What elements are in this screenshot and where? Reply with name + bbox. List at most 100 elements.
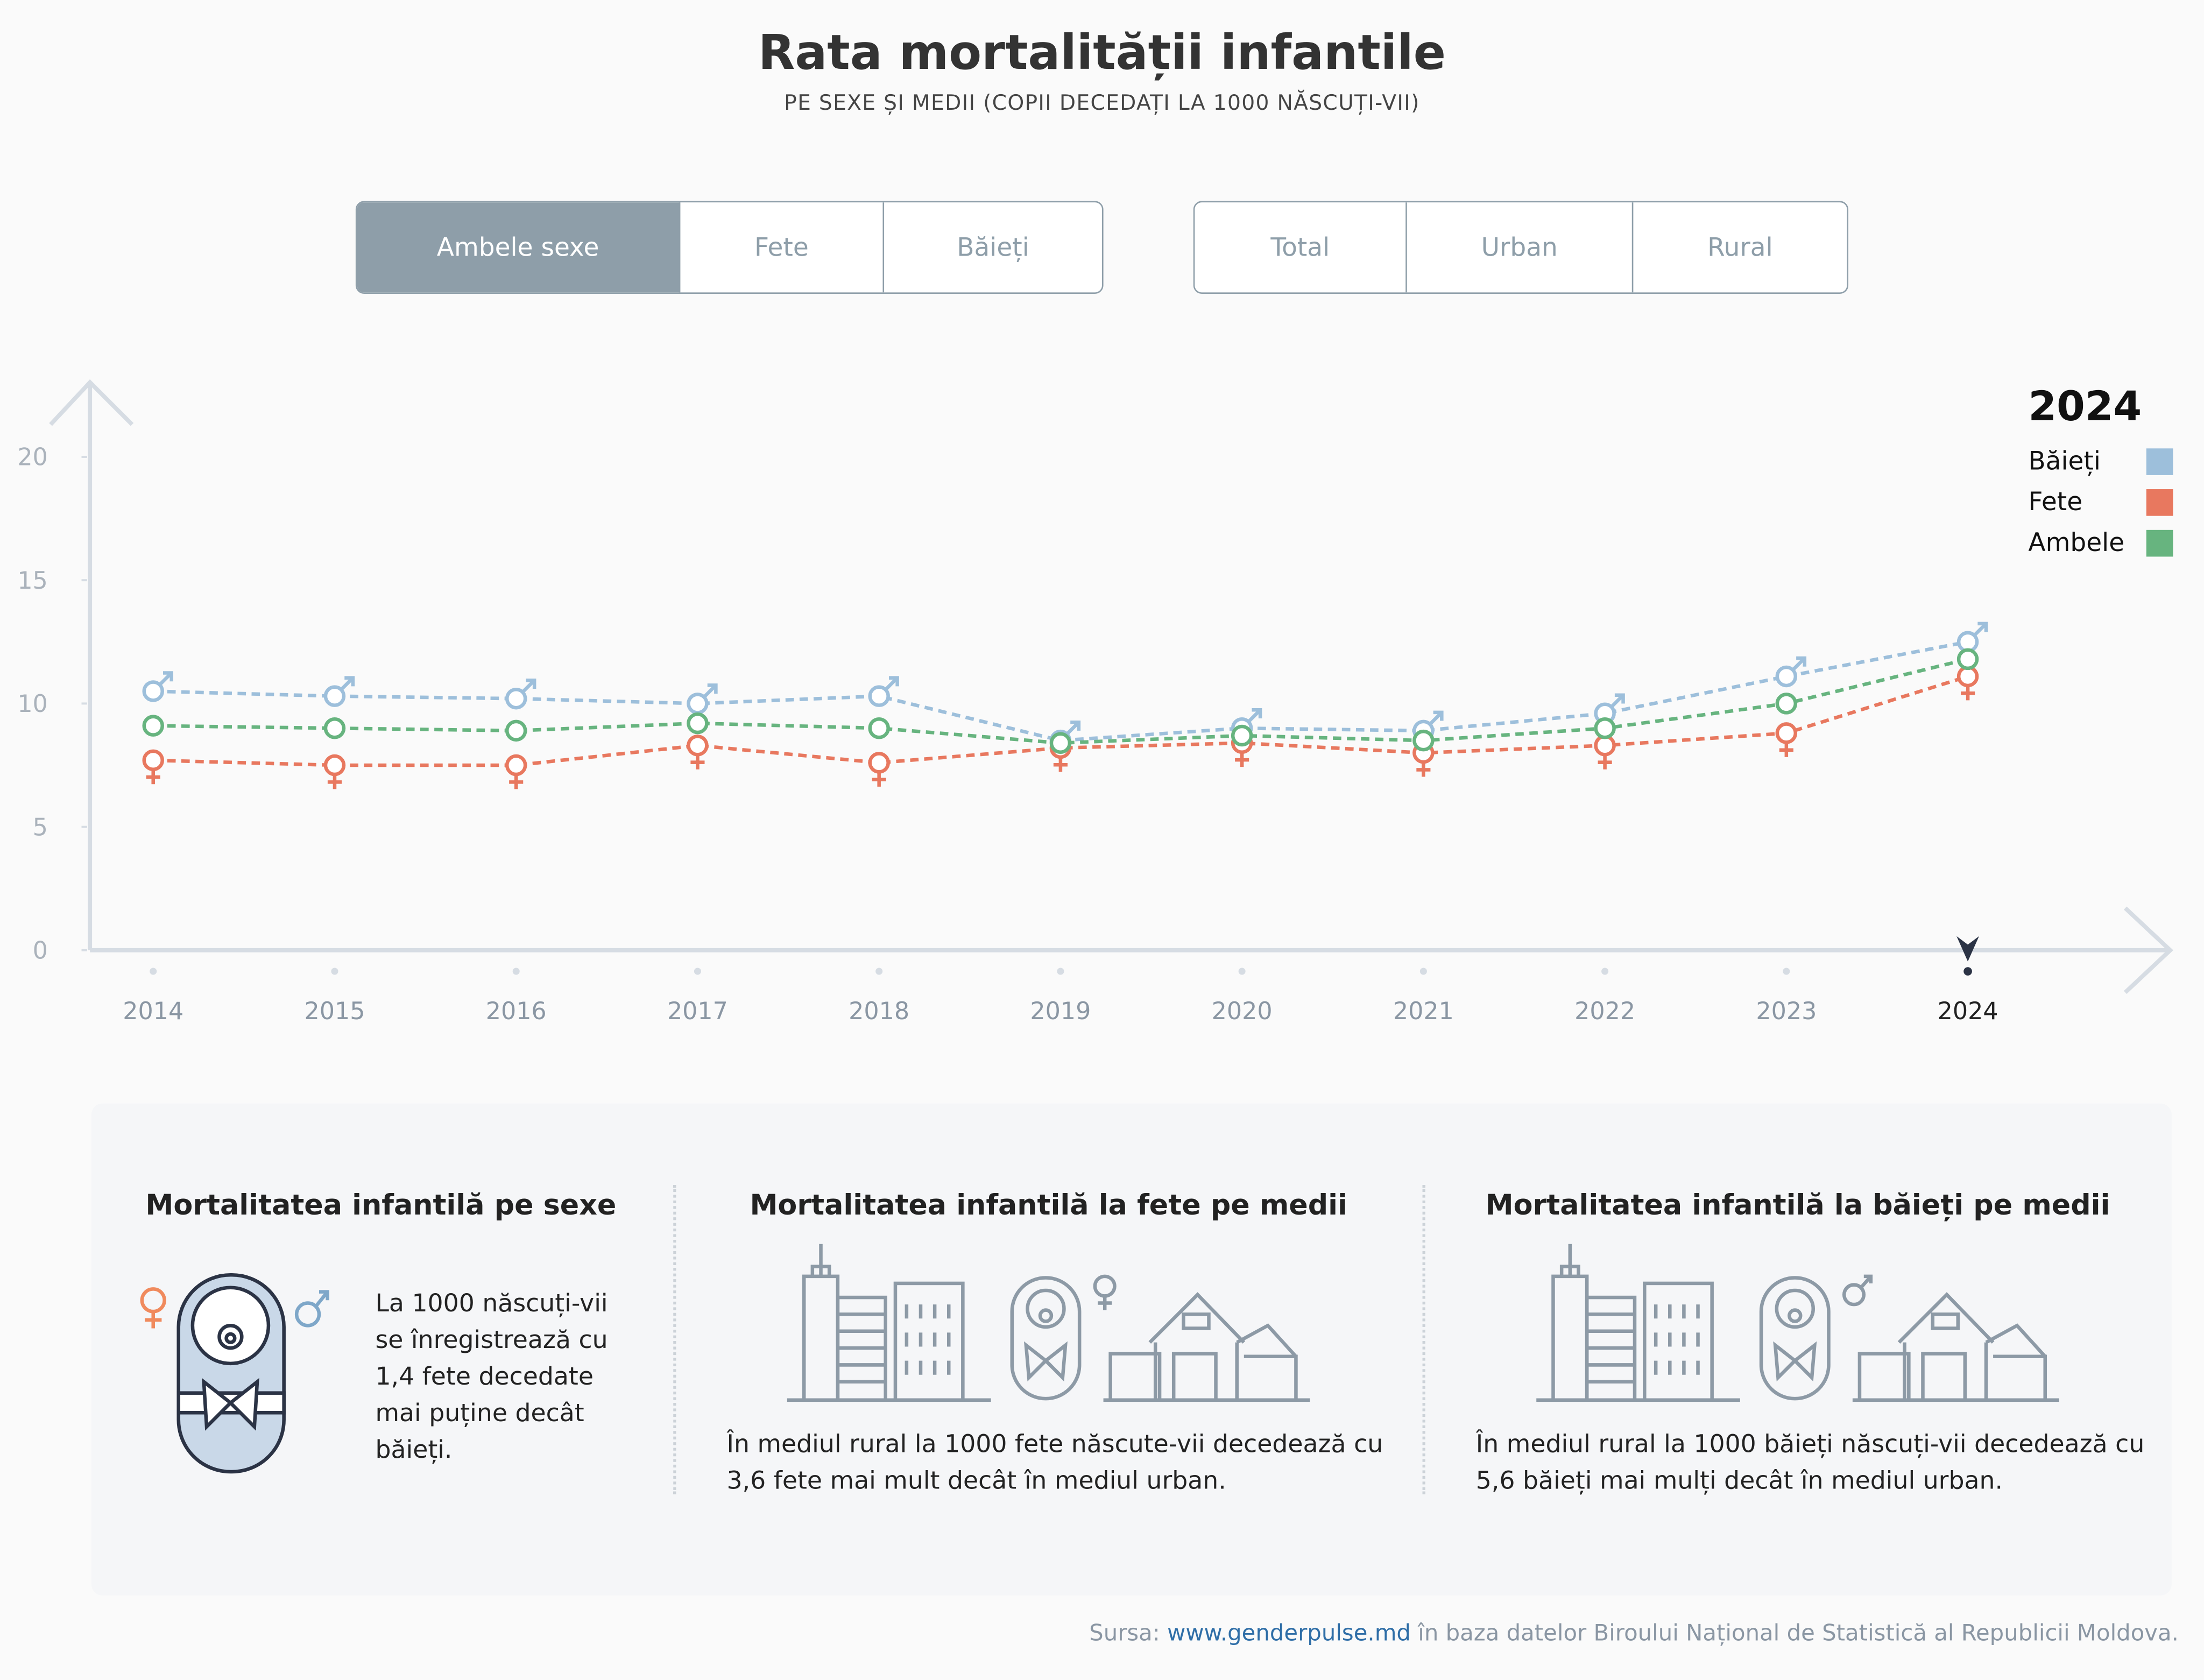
y-tick-label: 5 <box>33 814 48 841</box>
x-tick-dot <box>1057 968 1064 975</box>
male-symbol-icon <box>340 676 355 690</box>
area-filter-urban-button[interactable]: Urban <box>1407 202 1634 293</box>
x-tick-dot <box>512 968 520 975</box>
y-tick-label: 10 <box>17 690 48 718</box>
x-tick-label: 2018 <box>849 998 909 1025</box>
line-chart: 0 5 10 15 20 2014 2015 2016 2017 2018 2019 2020 2021… <box>17 379 2173 1025</box>
male-symbol-icon <box>521 679 536 693</box>
data-point <box>1594 717 1616 739</box>
urban-rural-girls-icon <box>787 1244 1310 1402</box>
x-tick-label: 2016 <box>486 998 547 1025</box>
x-tick-label: 2017 <box>667 998 728 1025</box>
sex-filter-girls-button[interactable]: Fete <box>680 202 885 293</box>
area-filter-rural-button[interactable]: Rural <box>1707 232 1773 263</box>
x-tick-dot <box>1238 968 1246 975</box>
divider <box>1422 1185 1425 1494</box>
data-point <box>687 735 709 757</box>
male-symbol-icon <box>1973 622 1988 637</box>
female-symbol-icon <box>1598 755 1612 770</box>
page-title: Rata mortalității infantile <box>758 25 1446 82</box>
source-note: Sursa: www.genderpulse.md în baza datelo… <box>1089 1619 2179 1646</box>
male-symbol-icon <box>1066 720 1081 735</box>
sex-filter: Ambele sexe Fete Băieți <box>355 201 1104 294</box>
data-point <box>1412 729 1435 752</box>
baby-icon <box>140 1273 329 1474</box>
legend-label: Ambele <box>2028 528 2125 559</box>
legend-label: Fete <box>2028 488 2083 518</box>
series-line <box>153 674 1969 767</box>
legend: 2024 Băieți Fete Ambele <box>2028 383 2173 564</box>
data-point <box>868 717 890 739</box>
x-axis <box>90 906 2173 994</box>
female-symbol-icon <box>327 775 342 789</box>
legend-swatch <box>2146 448 2173 475</box>
legend-item-girls: Fete <box>2028 482 2173 523</box>
sex-summary-title: Mortalitatea infantilă pe sexe <box>145 1188 617 1222</box>
x-tick-dot <box>150 968 157 975</box>
x-tick-label: 2022 <box>1574 998 1635 1025</box>
data-point <box>1956 648 1979 670</box>
data-point <box>323 685 346 707</box>
x-tick-dot <box>875 968 883 975</box>
male-symbol-icon <box>1429 710 1444 725</box>
data-point <box>1775 693 1798 715</box>
x-tick-label: 2015 <box>304 998 365 1025</box>
boys-summary-title: Mortalitatea infantilă la băieți pe medi… <box>1485 1188 2110 1222</box>
male-symbol-icon <box>159 671 173 686</box>
legend-swatch <box>2146 530 2173 557</box>
boys-summary-text: În mediul rural la 1000 băieți născuți-v… <box>1475 1431 2145 1496</box>
x-tick-dot <box>1783 968 1790 975</box>
series-Fete <box>142 665 1979 789</box>
data-point <box>505 687 527 710</box>
y-tick-label: 15 <box>17 567 48 595</box>
series-Ambele <box>142 648 1979 754</box>
x-tick-dot <box>1419 968 1427 975</box>
female-symbol-icon <box>872 772 886 787</box>
sex-filter-boys-button[interactable]: Băieți <box>957 232 1029 263</box>
x-tick-label: 2021 <box>1393 998 1454 1025</box>
legend-label: Băieți <box>2028 447 2101 477</box>
female-symbol-icon <box>1416 763 1431 777</box>
x-tick-label: 2024 <box>1938 998 1998 1025</box>
x-tick-dot <box>694 968 701 975</box>
divider <box>673 1185 676 1494</box>
x-tick-label: 2014 <box>123 998 183 1025</box>
data-point <box>505 719 527 742</box>
page-subtitle: PE SEXE ȘI MEDII (COPII DECEDAȚI LA 1000… <box>784 90 1420 116</box>
x-tick-dot <box>1601 968 1609 975</box>
male-symbol-icon <box>885 676 899 690</box>
data-point <box>142 715 164 737</box>
female-symbol-icon <box>1779 743 1793 757</box>
urban-rural-boys-icon <box>1536 1244 2059 1402</box>
girls-summary-text: În mediul rural la 1000 fete născute-vii… <box>726 1431 1383 1496</box>
data-point <box>687 693 709 715</box>
x-tick-label: 2019 <box>1030 998 1091 1025</box>
series-line <box>153 640 1968 743</box>
girls-summary-title: Mortalitatea infantilă la fete pe medii <box>750 1188 1347 1222</box>
summary-panel: Mortalitatea infantilă pe sexe La 1000 n… <box>91 1103 2172 1596</box>
x-tick-dot <box>331 968 338 975</box>
sex-summary-text: La 1000 născuți-vii se înregistrează cu … <box>375 1290 608 1465</box>
source-prefix: Sursa: <box>1089 1619 1160 1646</box>
data-point <box>687 712 709 735</box>
legend-item-both: Ambele <box>2028 523 2173 564</box>
female-symbol-icon <box>1961 686 1975 701</box>
data-point <box>1231 724 1253 747</box>
y-tick-label: 20 <box>17 444 48 471</box>
data-point <box>1775 665 1798 688</box>
male-symbol-icon <box>1247 708 1262 723</box>
data-point <box>142 680 164 702</box>
area-filter: Total Urban Rural <box>1193 201 1849 294</box>
selected-year-marker <box>1956 936 1979 962</box>
legend-item-boys: Băieți <box>2028 441 2173 482</box>
area-filter-total-button[interactable]: Total <box>1195 202 1407 293</box>
series-line <box>153 657 1968 745</box>
male-symbol-icon <box>1792 656 1807 671</box>
male-symbol-icon <box>1610 693 1625 708</box>
female-symbol-icon <box>1053 758 1068 772</box>
female-symbol-icon <box>1235 753 1249 767</box>
female-symbol-icon <box>146 770 160 785</box>
source-suffix: în baza datelor Biroului Național de Sta… <box>1418 1619 2179 1646</box>
source-link[interactable]: www.genderpulse.md <box>1167 1619 1411 1646</box>
sex-filter-both-button[interactable]: Ambele sexe <box>357 202 681 293</box>
